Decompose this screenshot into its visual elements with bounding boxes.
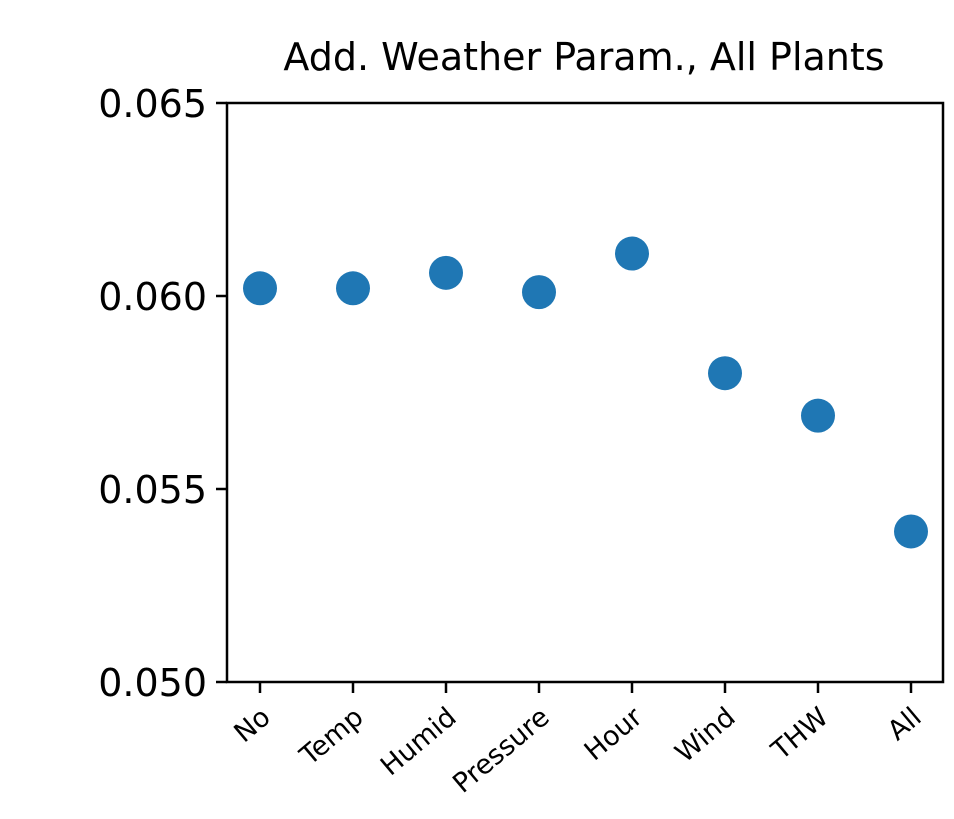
chart-title: Add. Weather Param., All Plants xyxy=(283,35,884,79)
x-tick-label: THW xyxy=(765,702,834,767)
y-axis: 0.050 0.055 0.060 0.065 xyxy=(98,82,227,705)
plot-frame xyxy=(225,101,945,684)
x-tick-label: Temp xyxy=(294,702,370,773)
x-tick-label: All xyxy=(882,702,928,747)
y-tick-label: 0.050 xyxy=(98,661,207,705)
y-tick-label: 0.060 xyxy=(98,275,207,319)
data-point xyxy=(615,236,649,271)
x-tick-label: Pressure xyxy=(447,702,555,800)
y-tick-label: 0.055 xyxy=(98,468,207,512)
data-point xyxy=(243,271,277,306)
y-tick-label: 0.065 xyxy=(98,82,207,126)
data-points xyxy=(243,236,928,549)
x-tick-label: Hour xyxy=(579,701,649,767)
x-tick-label: Wind xyxy=(670,702,742,769)
data-point xyxy=(522,275,556,310)
x-tick-label: Humid xyxy=(375,702,463,783)
data-point xyxy=(336,271,370,306)
data-point xyxy=(708,356,742,391)
data-point xyxy=(429,255,463,290)
x-tick-label: No xyxy=(228,702,276,749)
data-point xyxy=(801,398,835,433)
data-point xyxy=(894,514,928,549)
